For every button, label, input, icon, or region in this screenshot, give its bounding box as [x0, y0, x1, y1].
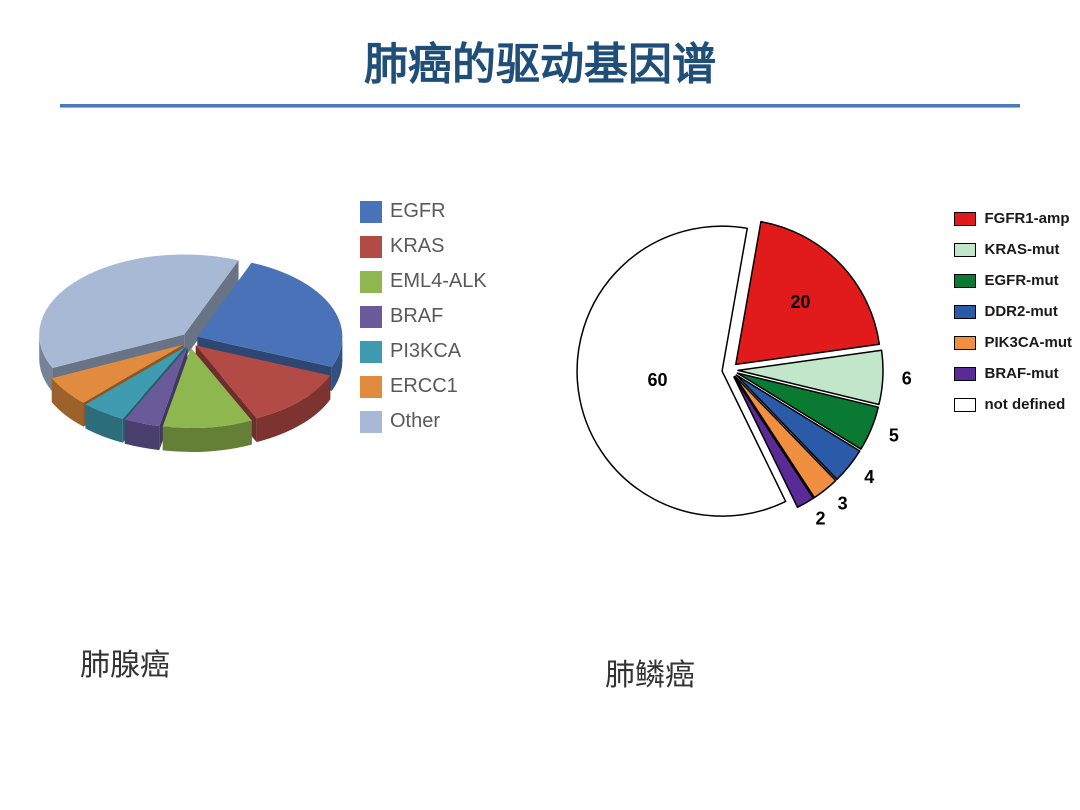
legend-label: PI3KCA	[390, 340, 461, 363]
legend-swatch	[954, 367, 976, 381]
legend-label: ERCC1	[390, 375, 458, 398]
slice-value-label: 60	[647, 370, 667, 390]
legend-item: EGFR-mut	[954, 272, 1072, 289]
legend-item: BRAF	[360, 305, 487, 328]
left-caption: 肺腺癌	[80, 640, 170, 684]
legend-label: FGFR1-amp	[984, 210, 1069, 227]
legend-label: DDR2-mut	[984, 303, 1057, 320]
legend-item: FGFR1-amp	[954, 210, 1072, 227]
legend-label: Other	[390, 410, 440, 433]
legend-label: PIK3CA-mut	[984, 334, 1072, 351]
legend-swatch	[360, 341, 382, 363]
legend-item: KRAS-mut	[954, 241, 1072, 258]
legend-item: PIK3CA-mut	[954, 334, 1072, 351]
slice-value-label: 2	[815, 509, 825, 529]
legend-label: EGFR-mut	[984, 272, 1058, 289]
legend-swatch	[954, 305, 976, 319]
right-chart-block: 20 6 5 432 60 FGFR1-amp KRAS-mut EGFR-mut DDR2-…	[540, 170, 1080, 620]
legend-swatch	[954, 274, 976, 288]
legend-swatch	[954, 398, 976, 412]
legend-swatch	[360, 201, 382, 223]
legend-item: PI3KCA	[360, 340, 487, 363]
legend-item: EGFR	[360, 200, 487, 223]
legend-swatch	[954, 243, 976, 257]
legend-swatch	[360, 271, 382, 293]
legend-label: EML4-ALK	[390, 270, 487, 293]
legend-item: ERCC1	[360, 375, 487, 398]
legend-label: BRAF-mut	[984, 365, 1058, 382]
legend-swatch	[954, 336, 976, 350]
slice-value-label: 5	[889, 426, 899, 446]
legend-label: KRAS-mut	[984, 241, 1059, 258]
legend-swatch	[360, 411, 382, 433]
right-legend: FGFR1-amp KRAS-mut EGFR-mut DDR2-mut PIK3CA-…	[954, 210, 1072, 413]
left-legend: EGFR KRAS EML4-ALK BRAF PI3KCA ERCC1 Other	[360, 200, 487, 433]
slice-value-label: 6	[902, 368, 912, 388]
legend-swatch	[954, 212, 976, 226]
legend-item: BRAF-mut	[954, 365, 1072, 382]
legend-item: Other	[360, 410, 487, 433]
page-title: 肺癌的驱动基因谱	[0, 0, 1080, 104]
slice-value-label: 4	[864, 467, 874, 487]
slice-value-label: 20	[790, 292, 810, 312]
legend-item: DDR2-mut	[954, 303, 1072, 320]
legend-label: not defined	[984, 396, 1065, 413]
legend-label: BRAF	[390, 305, 443, 328]
legend-swatch	[360, 376, 382, 398]
pie-2d: 20 6 5 432 60	[540, 160, 960, 580]
legend-label: EGFR	[390, 200, 446, 223]
pie-3d	[30, 230, 350, 450]
charts-row: EGFR KRAS EML4-ALK BRAF PI3KCA ERCC1 Other 20 6…	[0, 170, 1080, 620]
legend-item: not defined	[954, 396, 1072, 413]
legend-item: KRAS	[360, 235, 487, 258]
legend-swatch	[360, 236, 382, 258]
title-underline	[60, 104, 1020, 108]
slice-value-label: 3	[838, 494, 848, 514]
legend-label: KRAS	[390, 235, 444, 258]
right-caption: 肺鳞癌	[605, 650, 695, 694]
left-chart-block: EGFR KRAS EML4-ALK BRAF PI3KCA ERCC1 Other	[0, 170, 540, 620]
legend-swatch	[360, 306, 382, 328]
legend-item: EML4-ALK	[360, 270, 487, 293]
